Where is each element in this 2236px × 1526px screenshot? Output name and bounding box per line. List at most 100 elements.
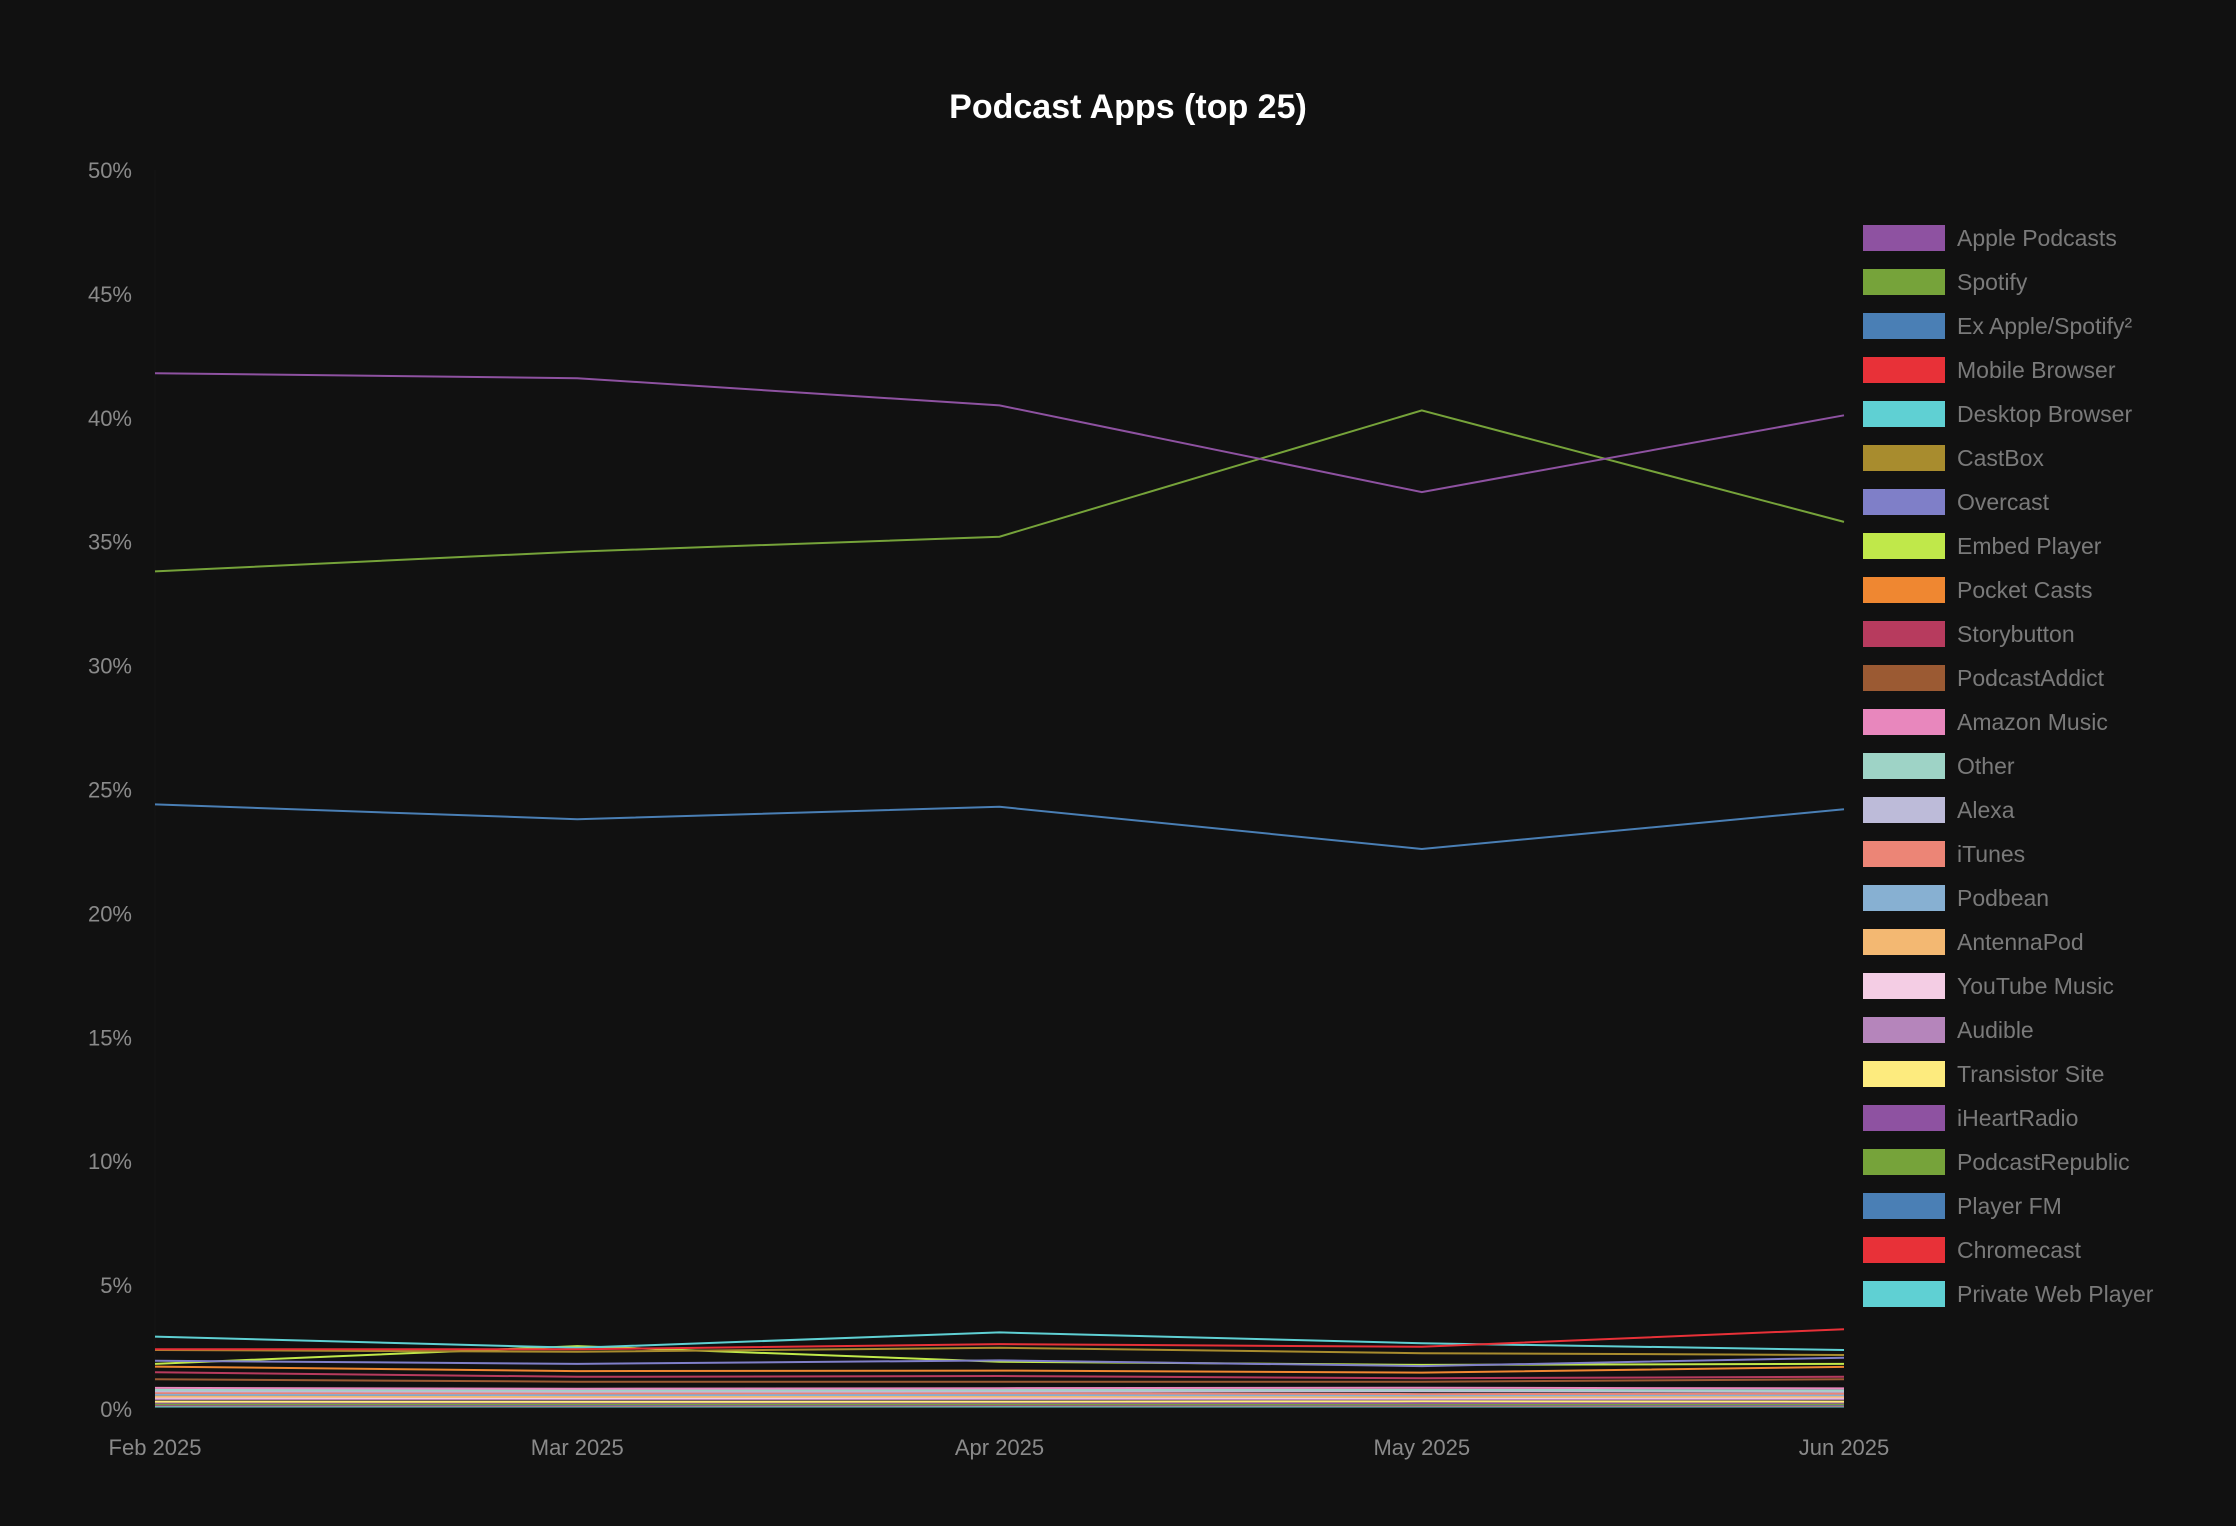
series-line xyxy=(154,1371,1845,1380)
legend-item[interactable]: Apple Podcasts xyxy=(1863,225,2117,251)
legend-label: Apple Podcasts xyxy=(1957,225,2117,251)
y-tick-label: 25% xyxy=(88,778,132,803)
legend-item[interactable]: Embed Player xyxy=(1863,533,2102,559)
legend-swatch xyxy=(1863,1061,1945,1087)
legend-label: Alexa xyxy=(1957,797,2015,823)
legend-label: Desktop Browser xyxy=(1957,401,2132,427)
legend-label: Audible xyxy=(1957,1017,2034,1043)
legend-swatch xyxy=(1863,533,1945,559)
legend-swatch xyxy=(1863,1149,1945,1175)
legend-swatch xyxy=(1863,973,1945,999)
x-tick-label: Apr 2025 xyxy=(955,1435,1044,1460)
legend-label: Mobile Browser xyxy=(1957,357,2116,383)
y-tick-label: 40% xyxy=(88,406,132,431)
legend-item[interactable]: Spotify xyxy=(1863,269,2028,295)
legend-item[interactable]: Audible xyxy=(1863,1017,2034,1043)
legend-item[interactable]: AntennaPod xyxy=(1863,929,2084,955)
legend-label: Player FM xyxy=(1957,1193,2062,1219)
series-line xyxy=(154,1390,1845,1393)
legend-label: Transistor Site xyxy=(1957,1061,2104,1087)
legend-label: AntennaPod xyxy=(1957,929,2084,955)
legend-item[interactable]: Storybutton xyxy=(1863,621,2075,647)
legend-swatch xyxy=(1863,357,1945,383)
legend-swatch xyxy=(1863,225,1945,251)
legend-swatch xyxy=(1863,577,1945,603)
legend-swatch xyxy=(1863,401,1945,427)
series-line xyxy=(154,1388,1845,1392)
series-line xyxy=(154,1346,1845,1356)
series-line xyxy=(155,1328,1845,1351)
legend-item[interactable]: Pocket Casts xyxy=(1863,577,2093,603)
legend-label: Overcast xyxy=(1957,489,2050,515)
series-line xyxy=(154,1331,1845,1351)
series-line xyxy=(154,1393,1845,1397)
y-tick-label: 10% xyxy=(88,1149,132,1174)
legend-swatch xyxy=(1863,1105,1945,1131)
legend-item[interactable]: YouTube Music xyxy=(1863,973,2114,999)
legend-item[interactable]: Desktop Browser xyxy=(1863,401,2132,427)
legend-swatch xyxy=(1863,665,1945,691)
legend-item[interactable]: Player FM xyxy=(1863,1193,2062,1219)
legend-item[interactable]: Mobile Browser xyxy=(1863,357,2116,383)
legend-item[interactable]: Private Web Player xyxy=(1863,1281,2154,1307)
legend-label: iTunes xyxy=(1957,841,2025,867)
series-line xyxy=(154,1395,1845,1399)
x-tick-label: Jun 2025 xyxy=(1799,1435,1890,1460)
legend-item[interactable]: Overcast xyxy=(1863,489,2050,515)
legend-swatch xyxy=(1863,1017,1945,1043)
x-tick-label: May 2025 xyxy=(1373,1435,1470,1460)
series-line xyxy=(154,1391,1845,1396)
legend-swatch xyxy=(1863,929,1945,955)
legend-item[interactable]: PodcastAddict xyxy=(1863,665,2105,691)
series-line xyxy=(154,372,1845,494)
y-axis: 0% 5% 10% 15% 20% 25% 30% 35% 40% 45% 50% xyxy=(88,158,132,1422)
legend-item[interactable]: Ex Apple/Spotify² xyxy=(1863,313,2132,339)
legend-label: Other xyxy=(1957,753,2015,779)
legend: Apple Podcasts Spotify Ex Apple/Spotify² Mo… xyxy=(1863,225,2154,1307)
series-line xyxy=(154,1386,1845,1390)
legend-item[interactable]: Other xyxy=(1863,753,2015,779)
legend-label: Chromecast xyxy=(1957,1237,2082,1263)
legend-label: Amazon Music xyxy=(1957,709,2108,735)
legend-item[interactable]: Amazon Music xyxy=(1863,709,2108,735)
y-tick-label: 30% xyxy=(88,654,132,679)
legend-item[interactable]: Chromecast xyxy=(1863,1237,2082,1263)
legend-label: iHeartRadio xyxy=(1957,1105,2078,1131)
legend-swatch xyxy=(1863,841,1945,867)
legend-item[interactable]: Alexa xyxy=(1863,797,2015,823)
legend-label: Embed Player xyxy=(1957,533,2102,559)
y-tick-label: 0% xyxy=(100,1397,132,1422)
y-tick-label: 15% xyxy=(88,1025,132,1050)
legend-item[interactable]: Transistor Site xyxy=(1863,1061,2104,1087)
legend-swatch xyxy=(1863,885,1945,911)
series-line xyxy=(154,1400,1845,1403)
legend-item[interactable]: CastBox xyxy=(1863,445,2044,471)
legend-label: PodcastRepublic xyxy=(1957,1149,2130,1175)
legend-swatch xyxy=(1863,797,1945,823)
y-tick-label: 45% xyxy=(88,282,132,307)
y-tick-label: 20% xyxy=(88,901,132,926)
legend-swatch xyxy=(1863,269,1945,295)
x-tick-label: Mar 2025 xyxy=(531,1435,624,1460)
legend-label: Private Web Player xyxy=(1957,1281,2154,1307)
x-tick-label: Feb 2025 xyxy=(109,1435,202,1460)
series-line xyxy=(154,1365,1845,1374)
legend-item[interactable]: PodcastRepublic xyxy=(1863,1149,2130,1175)
legend-label: Spotify xyxy=(1957,269,2028,295)
y-tick-label: 50% xyxy=(88,158,132,183)
legend-label: YouTube Music xyxy=(1957,973,2114,999)
legend-item[interactable]: iTunes xyxy=(1863,841,2025,867)
chart-title: Podcast Apps (top 25) xyxy=(949,88,1307,126)
legend-swatch xyxy=(1863,445,1945,471)
series-line xyxy=(154,409,1845,573)
legend-item[interactable]: Podbean xyxy=(1863,885,2049,911)
legend-label: Pocket Casts xyxy=(1957,577,2093,603)
legend-swatch xyxy=(1863,753,1945,779)
series-line xyxy=(154,1378,1845,1383)
legend-swatch xyxy=(1863,1237,1945,1263)
y-tick-label: 5% xyxy=(100,1273,132,1298)
x-axis: Feb 2025 Mar 2025 Apr 2025 May 2025 Jun 2025 xyxy=(109,1435,1890,1460)
legend-item[interactable]: iHeartRadio xyxy=(1863,1105,2078,1131)
legend-swatch xyxy=(1863,1281,1945,1307)
legend-label: Ex Apple/Spotify² xyxy=(1957,313,2132,339)
